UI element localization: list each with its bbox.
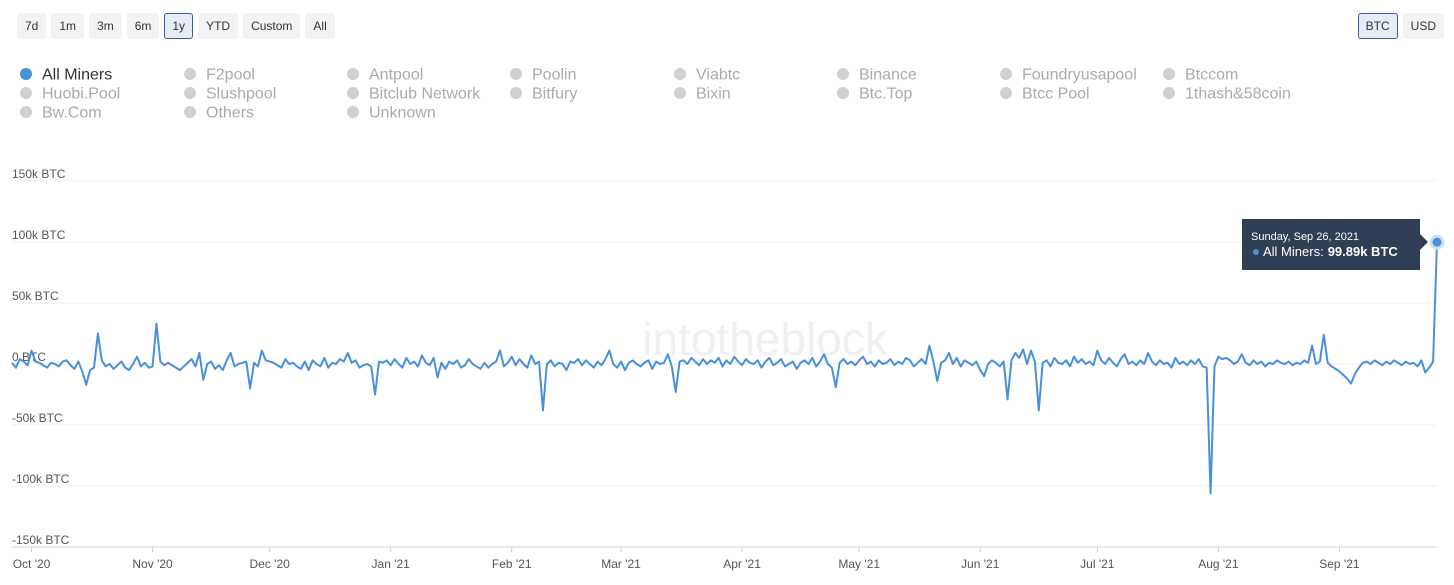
- legend-marker: [184, 106, 196, 118]
- legend-label[interactable]: All Miners: [42, 67, 112, 84]
- legend-marker: [20, 68, 32, 80]
- legend-label[interactable]: Poolin: [532, 67, 576, 84]
- x-tick-label: Sep '21: [1319, 557, 1360, 571]
- watermark: intotheblock: [642, 313, 888, 365]
- y-tick-label: -150k BTC: [12, 533, 70, 547]
- y-tick-label: -100k BTC: [12, 472, 70, 486]
- legend-marker: [837, 68, 849, 80]
- legend-marker: [184, 68, 196, 80]
- range-button[interactable]: 6m: [126, 13, 160, 39]
- legend-label[interactable]: Viabtc: [696, 67, 740, 84]
- legend-marker: [510, 68, 522, 80]
- legend-marker: [20, 106, 32, 118]
- x-tick-label: Apr '21: [723, 557, 761, 571]
- legend-label[interactable]: Btcc Pool: [1022, 86, 1090, 103]
- range-button[interactable]: 1y: [164, 13, 194, 39]
- range-button[interactable]: 7d: [17, 13, 47, 39]
- legend-label[interactable]: 1thash&58coin: [1185, 86, 1291, 103]
- tooltip-number: 99.89k BTC: [1328, 244, 1399, 259]
- legend-label[interactable]: Huobi.Pool: [42, 86, 120, 103]
- x-tick-label: Jul '21: [1080, 557, 1115, 571]
- tooltip-date: Sunday, Sep 26, 2021: [1251, 231, 1359, 243]
- legend-marker: [674, 87, 686, 99]
- legend-marker: [347, 87, 359, 99]
- legend-marker: [20, 87, 32, 99]
- tooltip-value: All Miners: 99.89k BTC: [1263, 244, 1398, 259]
- legend-marker: [184, 87, 196, 99]
- legend-marker: [347, 106, 359, 118]
- legend-label[interactable]: Unknown: [369, 105, 436, 122]
- legend-label[interactable]: Slushpool: [206, 86, 276, 103]
- legend-label[interactable]: F2pool: [206, 67, 255, 84]
- legend-label[interactable]: Others: [206, 105, 254, 122]
- hover-marker: [1429, 234, 1445, 250]
- x-tick-label: Oct '20: [13, 557, 51, 571]
- legend-label[interactable]: Bw.Com: [42, 105, 102, 122]
- range-button[interactable]: Custom: [243, 13, 301, 39]
- unit-buttons: BTC USD: [1357, 13, 1444, 39]
- legend-label[interactable]: Binance: [859, 67, 917, 84]
- x-tick-label: Mar '21: [601, 557, 641, 571]
- range-button[interactable]: 3m: [89, 13, 122, 39]
- legend-marker: [347, 68, 359, 80]
- unit-button[interactable]: USD: [1402, 13, 1444, 39]
- legend-label[interactable]: Btc.Top: [859, 86, 912, 103]
- x-tick-label: Jan '21: [372, 557, 411, 571]
- legend-marker: [510, 87, 522, 99]
- x-tick-label: Jun '21: [961, 557, 1000, 571]
- legend-label[interactable]: Antpool: [369, 67, 423, 84]
- y-tick-label: 50k BTC: [12, 289, 59, 303]
- range-button[interactable]: All: [305, 13, 335, 39]
- legend-marker: [1163, 68, 1175, 80]
- x-tick-label: Feb '21: [492, 557, 532, 571]
- unit-button[interactable]: BTC: [1357, 13, 1398, 39]
- legend-marker: [1163, 87, 1175, 99]
- legend-label[interactable]: Btccom: [1185, 67, 1238, 84]
- range-buttons: 7d 1m 3m 6m 1y YTD Custom All: [17, 13, 335, 39]
- legend-marker: [837, 87, 849, 99]
- range-button[interactable]: YTD: [198, 13, 239, 39]
- y-tick-label: 100k BTC: [12, 228, 66, 242]
- tooltip-label: All Miners:: [1263, 244, 1324, 259]
- x-tick-label: Dec '20: [250, 557, 291, 571]
- x-tick-label: Aug '21: [1198, 557, 1239, 571]
- tooltip-dot: [1253, 249, 1259, 255]
- legend-marker: [1000, 87, 1012, 99]
- x-tick-label: May '21: [838, 557, 880, 571]
- tooltip-box: [1242, 219, 1428, 270]
- legend-marker: [674, 68, 686, 80]
- legend-label[interactable]: Foundryusapool: [1022, 67, 1137, 84]
- legend-label[interactable]: Bixin: [696, 86, 731, 103]
- y-tick-label: -50k BTC: [12, 411, 63, 425]
- y-tick-label: 150k BTC: [12, 167, 66, 181]
- range-button[interactable]: 1m: [51, 13, 85, 39]
- legend-label[interactable]: Bitfury: [532, 86, 577, 103]
- legend-marker: [1000, 68, 1012, 80]
- x-tick-label: Nov '20: [132, 557, 173, 571]
- series-line: [11, 242, 1438, 495]
- legend-label[interactable]: Bitclub Network: [369, 86, 481, 103]
